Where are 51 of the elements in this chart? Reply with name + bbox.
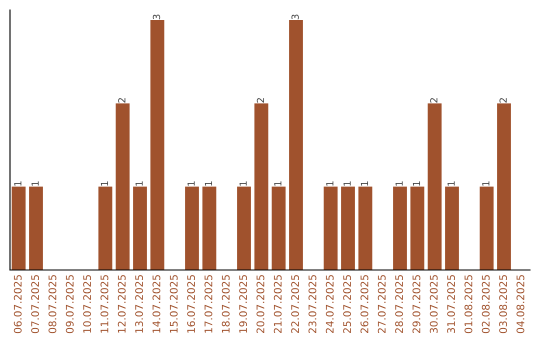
data-label: 1 — [448, 181, 455, 186]
x-tick-label: 28.07.2025 — [395, 275, 404, 334]
x-tick-label: 14.07.2025 — [152, 275, 160, 333]
x-tick-label: 11.07.2025 — [100, 275, 108, 333]
x-tick-label: 17.07.2025 — [204, 275, 212, 333]
x-tick-label: 29.07.2025 — [412, 275, 420, 334]
x-tick-label: 07.07.2025 — [31, 275, 40, 334]
data-label: 3 — [291, 14, 299, 20]
x-tick-label: 13.07.2025 — [135, 275, 144, 333]
data-label: 1 — [136, 181, 143, 186]
x-tick-label: 18.07.2025 — [222, 275, 230, 333]
data-label: 1 — [274, 181, 282, 186]
data-label: 2 — [118, 98, 126, 103]
x-tick-label: 03.08.2025 — [499, 275, 508, 334]
data-label: 1 — [360, 181, 368, 186]
data-label: 1 — [326, 181, 334, 186]
x-tick-label: 15.07.2025 — [170, 275, 178, 333]
data-label: 2 — [256, 98, 264, 103]
x-tick-label: 19.07.2025 — [239, 275, 248, 333]
data-label: 1 — [14, 181, 22, 186]
x-tick-label: 04.08.2025 — [516, 275, 524, 334]
x-tick-label: 02.08.2025 — [482, 275, 490, 334]
x-tick-label: 16.07.2025 — [187, 275, 196, 333]
data-label: 1 — [344, 181, 351, 186]
x-tick-label: 23.07.2025 — [308, 275, 316, 334]
x-tick-label: 10.07.2025 — [83, 275, 92, 333]
data-label: 3 — [152, 14, 160, 20]
x-tick-label: 01.08.2025 — [464, 275, 472, 334]
data-label: 1 — [412, 181, 420, 186]
x-tick-label: 24.07.2025 — [326, 275, 334, 334]
data-label: 2 — [430, 98, 438, 103]
data-label: 1 — [100, 181, 108, 186]
data-label: 2 — [499, 98, 507, 103]
data-label: 1 — [482, 181, 490, 186]
x-tick-label: 09.07.2025 — [66, 275, 74, 334]
x-tick-label: 27.07.2025 — [378, 275, 386, 334]
x-tick-label: 25.07.2025 — [343, 275, 352, 334]
data-label: 1 — [32, 181, 39, 186]
data-label: 1 — [204, 181, 212, 186]
x-tick-label: 21.07.2025 — [274, 275, 282, 334]
x-tick-label: 26.07.2025 — [360, 275, 368, 334]
x-tick-label: 12.07.2025 — [118, 275, 126, 333]
x-tick-label: 06.07.2025 — [14, 275, 22, 334]
x-tick-label: 31.07.2025 — [447, 275, 456, 334]
x-tick-label: 22.07.2025 — [291, 275, 300, 334]
data-label: 1 — [396, 181, 403, 186]
x-tick-label: 08.07.2025 — [48, 275, 56, 334]
data-label: 1 — [240, 181, 247, 186]
x-tick-label: 20.07.2025 — [256, 275, 264, 334]
data-label: 1 — [188, 181, 195, 186]
x-tick-label: 30.07.2025 — [430, 275, 438, 334]
